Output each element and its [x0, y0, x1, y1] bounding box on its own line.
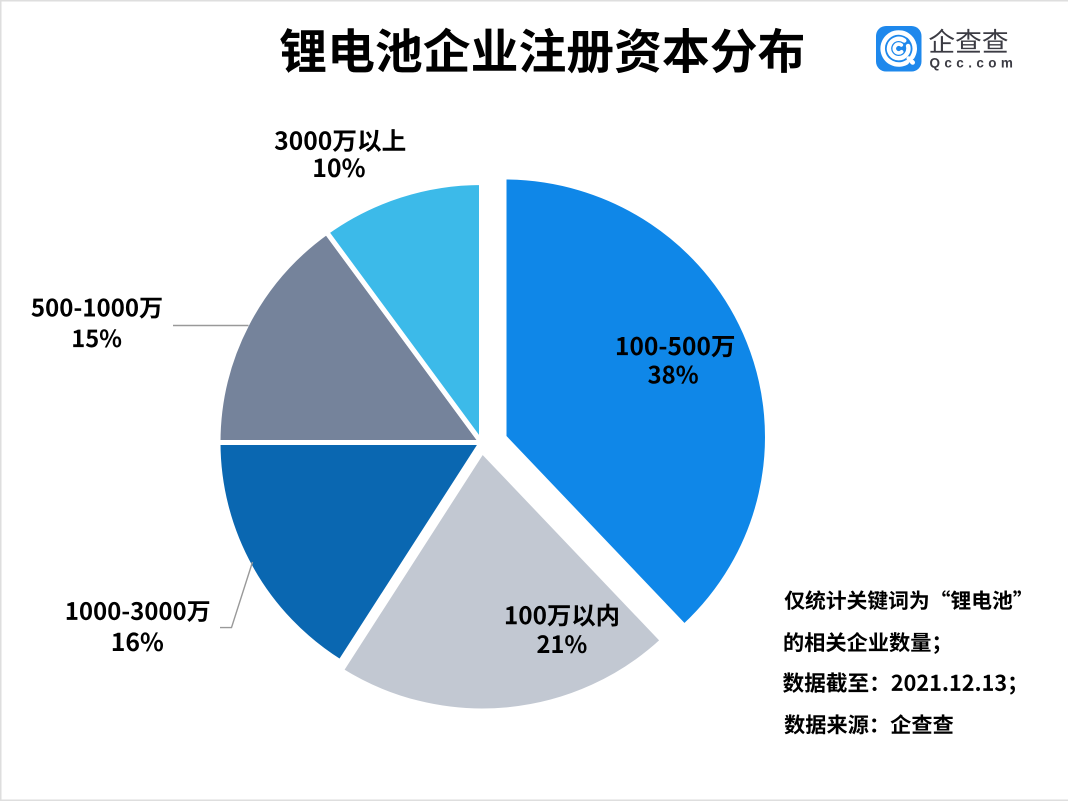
svg-text:Qcc.com: Qcc.com	[930, 56, 1018, 71]
